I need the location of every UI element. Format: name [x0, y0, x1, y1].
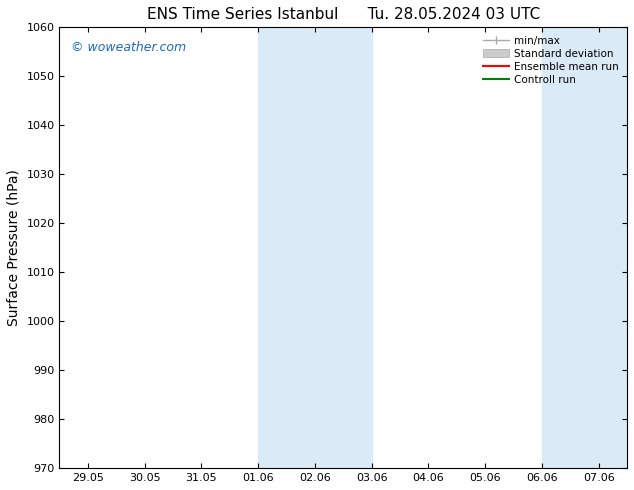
Bar	[258, 27, 372, 468]
Y-axis label: Surface Pressure (hPa): Surface Pressure (hPa)	[7, 170, 21, 326]
Legend: min/max, Standard deviation, Ensemble mean run, Controll run: min/max, Standard deviation, Ensemble me…	[479, 32, 622, 88]
Title: ENS Time Series Istanbul      Tu. 28.05.2024 03 UTC: ENS Time Series Istanbul Tu. 28.05.2024 …	[146, 7, 540, 22]
Text: © woweather.com: © woweather.com	[71, 41, 186, 53]
Bar	[542, 27, 627, 468]
